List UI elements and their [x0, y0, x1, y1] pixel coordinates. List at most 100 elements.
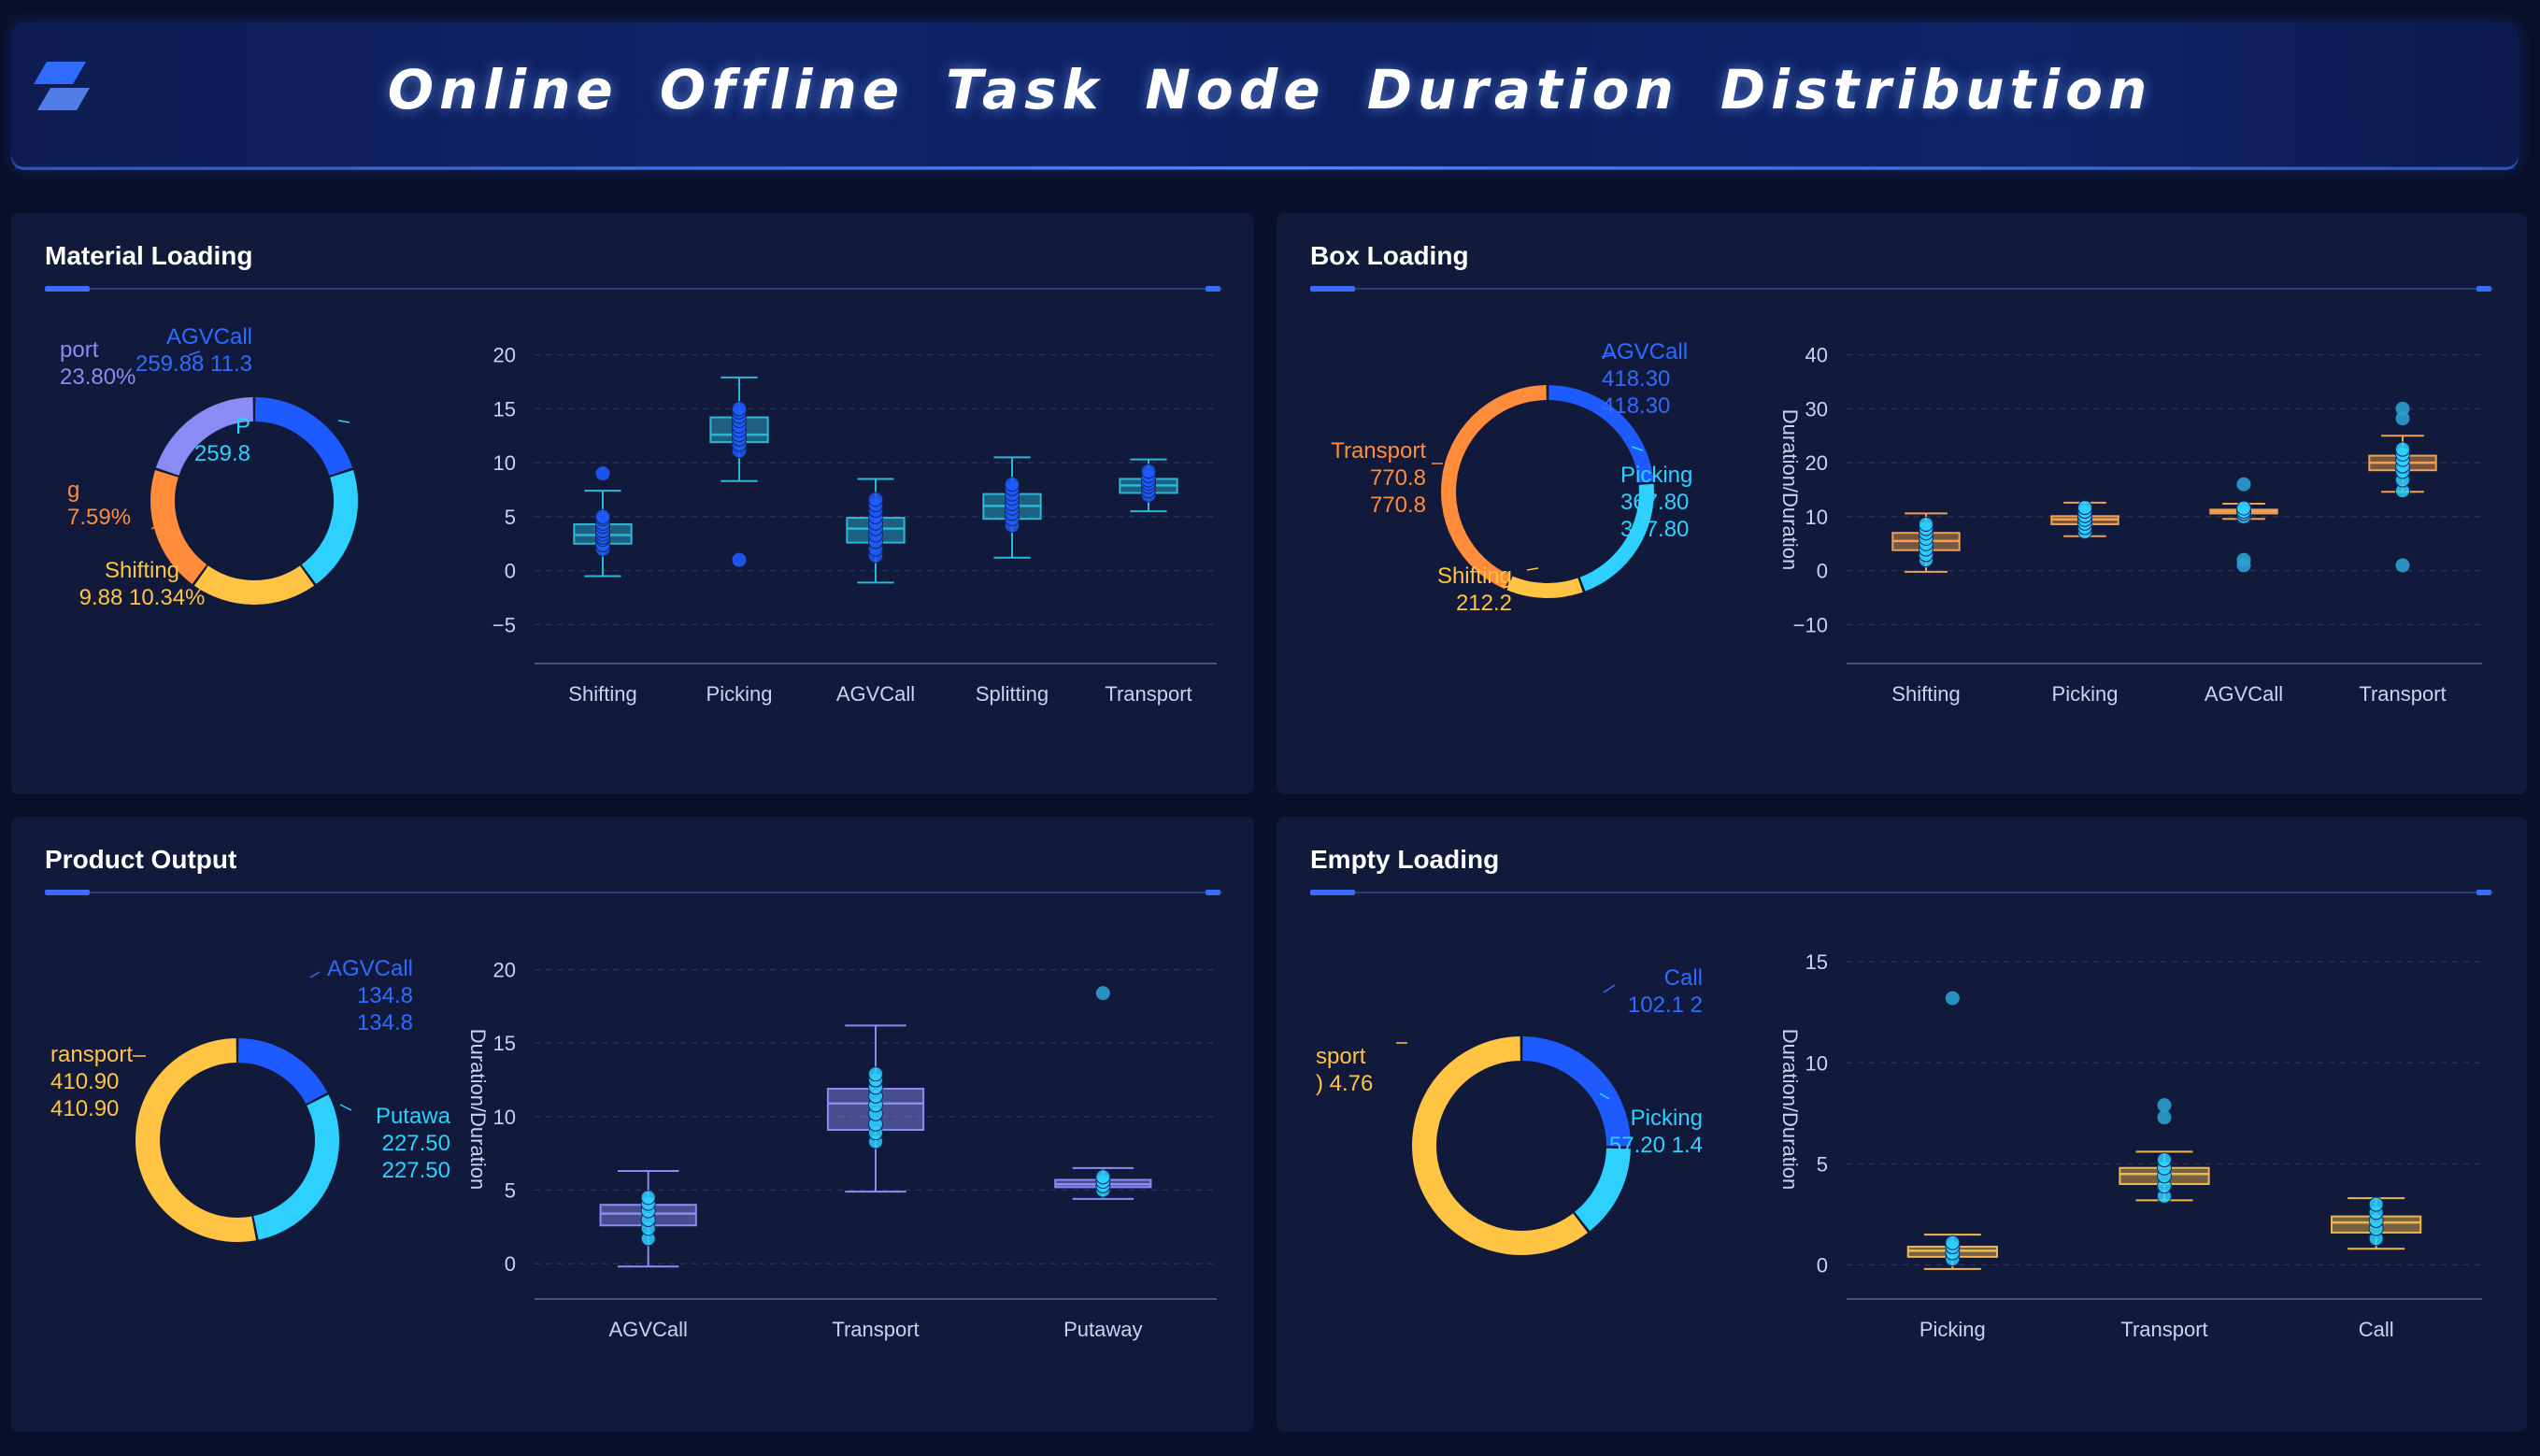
y-axis-label: Duration/Duration [466, 1029, 490, 1190]
x-tick-label: AGVCall [836, 682, 915, 706]
y-tick-label: 5 [505, 1179, 516, 1203]
donut-label-line [150, 522, 162, 530]
data-point [732, 401, 747, 417]
y-tick-label: 30 [1805, 397, 1828, 421]
donut-slice [1412, 1036, 1588, 1255]
y-tick-label: 15 [1805, 950, 1828, 974]
outlier-point [2395, 411, 2410, 426]
donut-label: port 23.80% [60, 337, 136, 390]
x-tick-label: Picking [2052, 682, 2119, 706]
panel-product-output: Product Output AGVCall 134.8 134.8 Putawa 22… [11, 817, 1254, 1432]
donut-label-line-text: 23.80% [60, 364, 136, 390]
x-tick-label: Call [2359, 1318, 2394, 1341]
panel-divider [1310, 892, 2493, 893]
y-tick-label: 0 [505, 1252, 516, 1276]
donut-label: Transport 770.8 770.8 [1331, 438, 1426, 518]
y-axis-label: Duration/Duration [1778, 1029, 1802, 1190]
panel-divider-accent [45, 890, 90, 895]
panel-divider-accent [45, 286, 90, 292]
y-tick-label: 0 [505, 560, 516, 583]
box-plot-material-loading: −5 0 5 10 15 20 Shifting Picking AGVCall Splittin… [492, 344, 1217, 706]
donut-label-line-text: 134.8 [357, 983, 413, 1008]
donut-label-line-text: 410.90 [50, 1096, 119, 1121]
box-plot-product-output: 0 5 10 15 20 Duration/Duration AGVCall Transpor… [466, 959, 1217, 1341]
donut-label-line [1526, 567, 1539, 571]
outlier-point [2236, 477, 2251, 492]
panel-divider-end [2476, 286, 2491, 292]
donut-label: g 7.59% [67, 478, 131, 530]
y-tick-label: 10 [1805, 1051, 1828, 1075]
panel-divider-accent [1310, 890, 1355, 895]
data-point [1919, 516, 1934, 532]
data-point [640, 1190, 656, 1206]
donut-label: Shifting 212.2 [1437, 564, 1512, 616]
x-tick-label: AGVCall [2205, 682, 2283, 706]
donut-label: P 259.8 [194, 414, 250, 466]
box-plot-box-loading: −10 0 10 20 30 40 Duration/Duration Shifting Pic… [1778, 344, 2482, 706]
y-tick-label: 20 [1805, 451, 1828, 475]
panel-divider-accent [1310, 286, 1355, 292]
donut-label-line [337, 420, 350, 423]
donut-chart-product-output: AGVCall 134.8 134.8 Putawa 227.50 227.50 ransp… [50, 956, 451, 1242]
box-plot-empty-loading: 0 5 10 15 Duration/Duration Picking Transport C… [1778, 950, 2482, 1341]
x-tick-label: Transport [1105, 682, 1192, 706]
donut-slice [1521, 1036, 1631, 1147]
outlier-point [2395, 401, 2410, 416]
donut-label-line-text: 418.30 [1602, 366, 1670, 392]
data-point [1005, 477, 1020, 492]
donut-label-line-text: 418.30 [1602, 393, 1670, 419]
donut-slice [193, 565, 315, 605]
donut-label-line-text: AGVCall [1602, 339, 1688, 364]
data-point [2236, 500, 2251, 516]
panel-divider [1310, 288, 2493, 290]
donut-label: AGVCall 134.8 134.8 [327, 956, 413, 1035]
y-tick-label: 0 [1817, 560, 1828, 583]
donut-slice [150, 470, 207, 584]
outlier-point [1095, 986, 1110, 1001]
panel-title: Box Loading [1310, 241, 1469, 270]
donut-label-line-text: 227.50 [382, 1158, 450, 1183]
panel-divider-end [1206, 890, 1220, 895]
y-tick-label: 15 [493, 397, 516, 421]
donut-label-line [1631, 446, 1644, 451]
donut-slice [254, 397, 353, 477]
donut-slice [136, 1038, 257, 1242]
outlier-point [2157, 1098, 2172, 1113]
x-tick-label: Shifting [1891, 682, 1960, 706]
panel-empty-loading: Empty Loading Call 102.1 2 Picking 57.20 1.… [1277, 817, 2527, 1432]
x-tick-label: Transport [2359, 682, 2446, 706]
y-tick-label: 5 [1817, 1152, 1828, 1176]
page-title: Online Offline Task Node Duration Distri… [387, 58, 2153, 121]
donut-label-line-text: 367.80 [1620, 490, 1689, 515]
donut-label-line [309, 971, 321, 978]
y-tick-label: 10 [493, 451, 516, 475]
y-axis-label: Duration/Duration [1778, 409, 1802, 570]
donut-slice [1506, 576, 1583, 598]
donut-label: AGVCall 418.30 418.30 [1602, 339, 1688, 419]
y-tick-label: 15 [493, 1032, 516, 1055]
donut-label-line-text: 367.80 [1620, 517, 1689, 542]
donut-label-line-text: sport [1316, 1044, 1366, 1069]
donut-label-line [339, 1104, 352, 1111]
donut-label-line-text: 57.20 1.4 [1609, 1133, 1703, 1158]
donut-label-line-text: 7.59% [67, 505, 131, 530]
data-point [2077, 500, 2092, 516]
donut-slice [1441, 385, 1547, 590]
data-point [595, 508, 610, 524]
data-point [868, 1066, 883, 1082]
donut-label-line [207, 565, 218, 577]
outlier-point [1945, 991, 1960, 1006]
y-tick-label: 20 [493, 959, 516, 982]
donut-label-line-text: ransport [50, 1042, 133, 1067]
donut-label-line [1603, 984, 1616, 993]
data-point [2368, 1196, 2384, 1212]
donut-label-line-text: ) 4.76 [1316, 1071, 1373, 1096]
donut-label: ransport 410.90 410.90 [50, 1042, 133, 1121]
x-tick-label: AGVCall [608, 1318, 687, 1341]
donut-label: Putawa 227.50 227.50 [376, 1104, 451, 1183]
donut-label-line-text: Transport [1331, 438, 1426, 464]
donut-label-line-text: port [60, 337, 99, 363]
donut-label-line-text: g [67, 478, 79, 503]
outlier-point [2157, 1110, 2172, 1125]
